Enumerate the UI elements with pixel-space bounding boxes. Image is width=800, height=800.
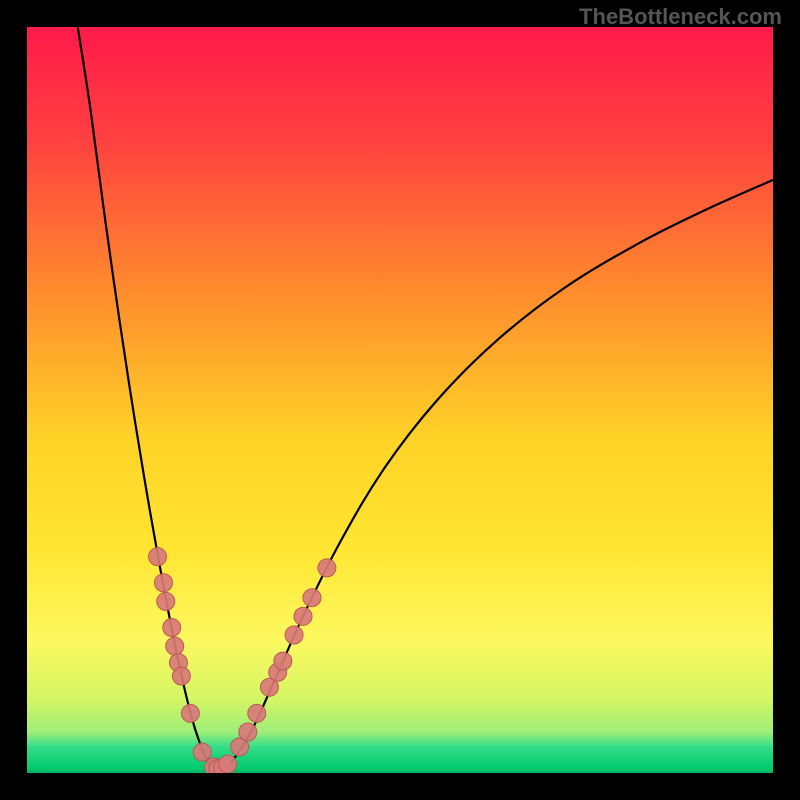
data-marker [239,723,257,741]
data-marker [294,607,312,625]
data-marker [149,548,167,566]
data-marker [248,704,266,722]
data-marker [285,626,303,644]
data-marker [303,589,321,607]
data-marker [166,637,184,655]
data-marker [318,559,336,577]
marker-group [149,548,336,773]
data-marker [157,592,175,610]
data-marker [163,619,181,637]
data-marker [181,704,199,722]
plot-area [27,27,773,773]
data-marker [274,652,292,670]
data-marker [155,574,173,592]
data-marker [219,755,237,773]
data-marker [172,667,190,685]
curve-svg [27,27,773,773]
watermark-text: TheBottleneck.com [579,4,782,30]
data-marker [193,743,211,761]
